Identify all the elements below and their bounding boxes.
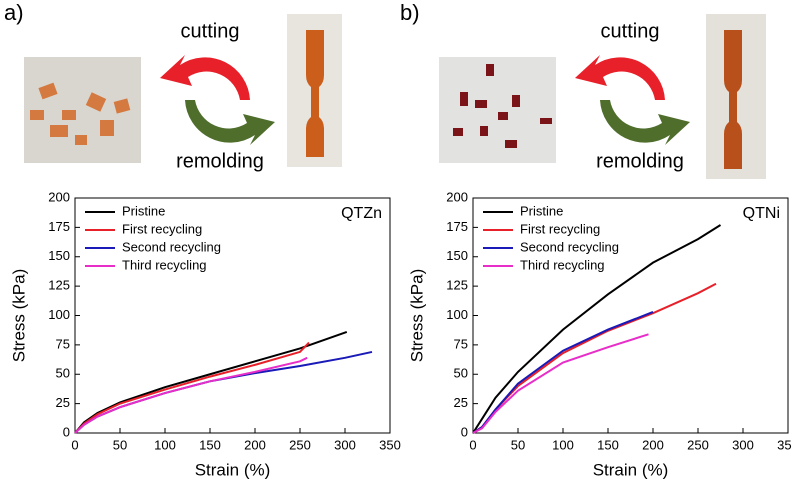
y-tick-label: 50 xyxy=(56,366,70,381)
y-tick-label: 125 xyxy=(446,278,468,293)
y-tick-label: 0 xyxy=(461,424,468,439)
y-axis-label: Stress (kPa) xyxy=(407,269,426,363)
annotation: QTZn xyxy=(341,205,382,222)
legend-label: Second recycling xyxy=(122,239,221,254)
y-tick-label: 175 xyxy=(48,219,70,234)
x-tick-label: 300 xyxy=(334,437,356,452)
specimen xyxy=(724,30,742,169)
photo-pieces xyxy=(30,82,131,145)
y-axis-label: Stress (kPa) xyxy=(9,269,28,363)
arrow xyxy=(575,55,665,100)
x-tick-label: 350 xyxy=(777,437,792,452)
cycle-label: cutting xyxy=(181,20,240,42)
legend-label: Pristine xyxy=(520,203,563,218)
panel-label: a) xyxy=(4,0,24,25)
legend-label: Third recycling xyxy=(122,257,207,272)
legend-label: Third recycling xyxy=(520,257,605,272)
x-tick-label: 0 xyxy=(469,437,476,452)
x-tick-label: 100 xyxy=(552,437,574,452)
x-tick-label: 300 xyxy=(732,437,754,452)
legend-label: First recycling xyxy=(122,221,202,236)
series-line xyxy=(74,341,310,434)
series-line xyxy=(74,356,308,434)
y-tick-label: 125 xyxy=(48,278,70,293)
legend-label: First recycling xyxy=(520,221,600,236)
x-tick-label: 200 xyxy=(642,437,664,452)
y-tick-label: 0 xyxy=(63,424,70,439)
photo xyxy=(439,57,556,163)
y-tick-label: 150 xyxy=(446,248,468,263)
photo-pieces xyxy=(453,64,552,148)
arrow xyxy=(600,100,690,145)
x-tick-label: 50 xyxy=(113,437,127,452)
x-tick-label: 50 xyxy=(511,437,525,452)
arrow xyxy=(185,100,275,145)
x-axis-label: Strain (%) xyxy=(195,460,271,479)
y-tick-label: 200 xyxy=(48,189,70,204)
y-tick-label: 100 xyxy=(48,307,70,322)
x-tick-label: 250 xyxy=(687,437,709,452)
y-tick-label: 150 xyxy=(48,248,70,263)
x-tick-label: 0 xyxy=(71,437,78,452)
y-tick-label: 200 xyxy=(446,189,468,204)
legend-label: Second recycling xyxy=(520,239,619,254)
x-axis-label: Strain (%) xyxy=(593,460,669,479)
annotation: QTNi xyxy=(743,205,780,222)
y-tick-label: 75 xyxy=(454,336,468,351)
cycle-label: remolding xyxy=(596,150,684,172)
plot-frame xyxy=(472,197,789,434)
x-tick-label: 250 xyxy=(289,437,311,452)
cycle-label: remolding xyxy=(176,150,264,172)
x-tick-label: 100 xyxy=(154,437,176,452)
series-line xyxy=(472,333,649,434)
series-line xyxy=(74,350,373,434)
y-tick-label: 50 xyxy=(454,366,468,381)
series-line xyxy=(472,224,722,434)
series-line xyxy=(74,331,348,434)
y-tick-label: 25 xyxy=(56,395,70,410)
specimen xyxy=(306,30,324,157)
y-tick-label: 25 xyxy=(454,395,468,410)
y-tick-label: 175 xyxy=(446,219,468,234)
y-tick-label: 75 xyxy=(56,336,70,351)
y-tick-label: 100 xyxy=(446,307,468,322)
legend-label: Pristine xyxy=(122,203,165,218)
x-tick-label: 150 xyxy=(597,437,619,452)
arrow xyxy=(160,55,250,100)
plot-frame xyxy=(74,197,391,434)
panel-label: b) xyxy=(400,0,420,25)
cycle-label: cutting xyxy=(601,20,660,42)
x-tick-label: 150 xyxy=(199,437,221,452)
x-tick-label: 200 xyxy=(244,437,266,452)
x-tick-label: 350 xyxy=(379,437,401,452)
